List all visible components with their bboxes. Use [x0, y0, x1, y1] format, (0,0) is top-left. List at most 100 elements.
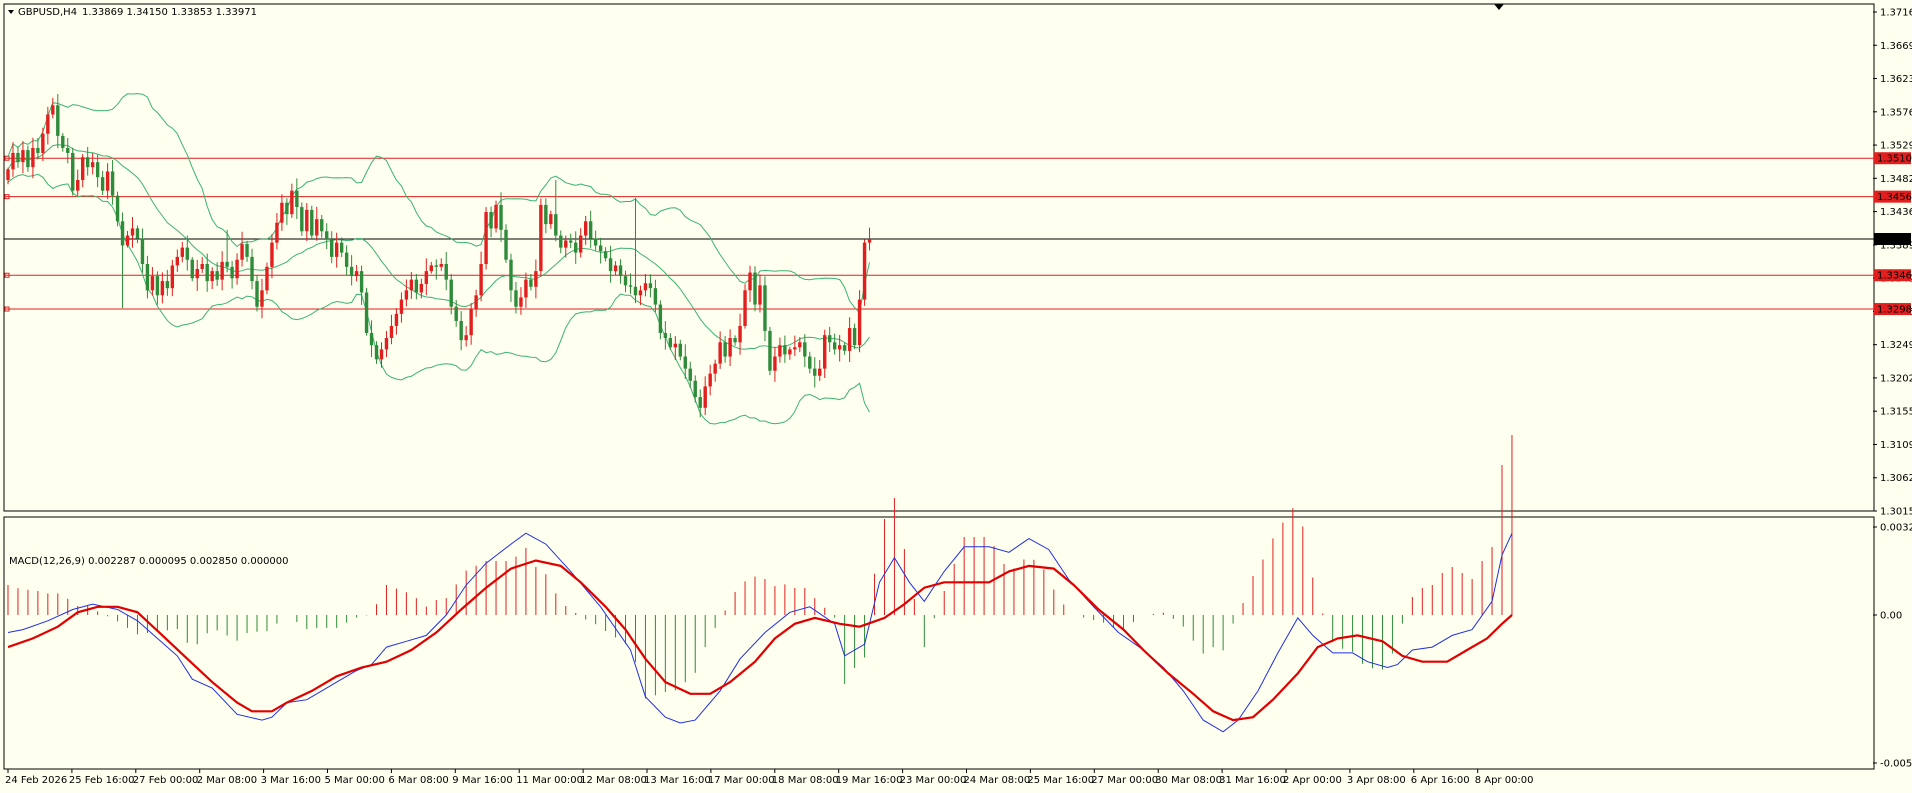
candle-body — [733, 338, 737, 343]
candle-body — [798, 342, 802, 348]
candle-body — [429, 265, 433, 272]
candle-body — [315, 219, 319, 236]
candle-body — [768, 330, 772, 371]
candle-body — [46, 114, 50, 134]
candle-body — [160, 281, 165, 296]
candle-body — [459, 320, 463, 341]
price-labels: 1.35106 1.34566 1.33462 1.32987 1.33971 — [1874, 152, 1912, 316]
candle-body — [100, 177, 105, 191]
time-tick-label: 13 Mar 16:00 — [644, 775, 711, 786]
candle-body — [708, 373, 712, 387]
candle-body — [837, 345, 842, 350]
time-tick-label: 18 Mar 08:00 — [772, 775, 839, 786]
candle-body — [180, 247, 184, 257]
time-tick-label: 31 Mar 16:00 — [1219, 775, 1286, 786]
candle-body — [56, 105, 60, 136]
candle-body — [330, 239, 334, 257]
candle-body — [703, 386, 707, 408]
candle-body — [474, 295, 478, 310]
candle-body — [598, 245, 603, 252]
candle-body — [778, 345, 782, 357]
macd-axis: 0.003227 0.00 -0.00507 — [1873, 523, 1912, 770]
candle-body — [788, 349, 792, 355]
candle-body — [424, 271, 429, 284]
time-tick-label: 2 Apr 00:00 — [1283, 775, 1342, 786]
candle-body — [693, 380, 697, 398]
time-tick-label: 11 Mar 00:00 — [516, 775, 583, 786]
candle-body — [579, 235, 583, 253]
symbol-label: GBPUSD,H4 — [18, 7, 77, 18]
candle-body — [633, 286, 638, 296]
price-pane[interactable] — [3, 3, 1875, 512]
time-tick-label: 6 Apr 16:00 — [1411, 775, 1470, 786]
price-tick-label: 1.36690 — [1880, 41, 1912, 52]
candle-body — [325, 231, 329, 240]
candle-body — [165, 281, 170, 289]
candle-body — [608, 258, 613, 272]
candle-body — [384, 338, 389, 350]
time-tick-label: 3 Apr 08:00 — [1347, 775, 1406, 786]
candle-body — [713, 363, 717, 374]
macd-tick-label: 0.00 — [1880, 611, 1902, 622]
candle-body — [265, 266, 269, 291]
macd-line — [7, 532, 1513, 733]
candle-body — [305, 209, 309, 232]
candle-body — [743, 290, 747, 326]
candle-body — [135, 228, 140, 239]
candle-body — [300, 207, 304, 232]
candle-body — [270, 242, 274, 267]
price-tick-label: 1.35760 — [1880, 107, 1912, 118]
candle-body — [718, 342, 722, 364]
macd-pane[interactable] — [3, 516, 1875, 770]
candle-body — [404, 290, 409, 300]
candle-body — [374, 345, 379, 360]
candle-body — [399, 299, 404, 314]
lower-band — [7, 173, 870, 425]
candle-body — [603, 251, 608, 259]
time-tick-label: 5 Mar 00:00 — [325, 775, 385, 786]
candle-body — [320, 219, 324, 232]
candle-body — [61, 135, 65, 148]
candle-body — [763, 285, 767, 331]
horizontal-lines[interactable] — [4, 155, 1874, 312]
candle-body — [748, 272, 752, 291]
time-tick-label: 9 Mar 16:00 — [452, 775, 512, 786]
candle-body — [354, 271, 359, 277]
candle-body — [818, 368, 822, 376]
candle-body — [519, 297, 523, 307]
candle-body — [539, 204, 543, 272]
time-tick-label: 25 Mar 16:00 — [1027, 775, 1094, 786]
price-tick-label: 1.30150 — [1880, 507, 1912, 518]
candle-body — [90, 162, 95, 168]
menu-triangle-icon[interactable] — [8, 10, 14, 14]
candle-body — [499, 204, 503, 230]
macd-tick-label: 0.003227 — [1880, 523, 1912, 534]
candle-body — [698, 397, 702, 408]
candle-body — [489, 212, 493, 229]
price-tick-label: 1.32490 — [1880, 340, 1912, 351]
time-tick-label: 25 Feb 16:00 — [69, 775, 135, 786]
candle-body — [11, 152, 15, 170]
candle-body — [51, 105, 55, 115]
candle-body — [225, 261, 229, 267]
candle-body — [534, 271, 538, 287]
price-tick-label: 1.36230 — [1880, 74, 1912, 85]
current-price-box — [1874, 233, 1911, 246]
candle-body — [793, 347, 797, 350]
macd-header: MACD(12,26,9) 0.002287 0.000095 0.002850… — [9, 556, 289, 567]
price-label-box — [1874, 269, 1911, 282]
candle-body — [439, 263, 443, 267]
candle-body — [280, 202, 284, 223]
candle-body — [230, 266, 234, 279]
candle-body — [364, 292, 369, 334]
candle-body — [215, 271, 219, 280]
candle-body — [41, 133, 45, 153]
candle-body — [574, 242, 578, 253]
candle-body — [245, 244, 249, 257]
candle-body — [81, 157, 85, 180]
shift-marker-icon[interactable] — [1494, 4, 1504, 10]
candle-body — [295, 190, 299, 208]
candle-body — [658, 304, 663, 334]
candle-body — [285, 202, 289, 215]
